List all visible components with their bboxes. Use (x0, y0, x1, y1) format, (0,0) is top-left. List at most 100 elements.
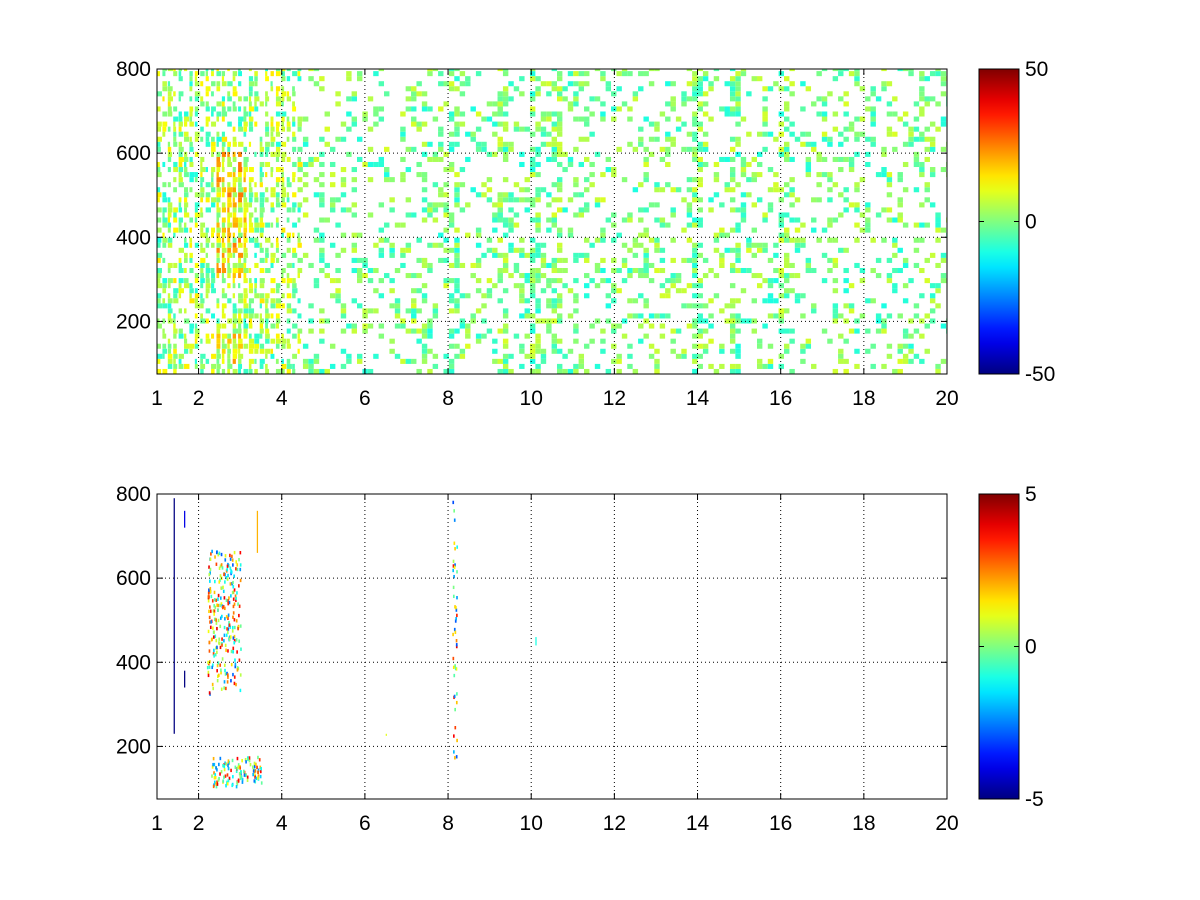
heatmap-cell (240, 772, 242, 776)
heatmap-cell (452, 632, 454, 637)
heatmap-cell (162, 71, 166, 77)
heatmap-cell (340, 167, 347, 173)
heatmap-cell (454, 707, 456, 712)
heatmap-cell (551, 318, 557, 324)
heatmap-cell (681, 197, 687, 203)
heatmap-cell (378, 106, 385, 112)
heatmap-cell (919, 136, 925, 142)
heatmap-cell (194, 278, 199, 284)
heatmap-cell (913, 101, 920, 107)
heatmap-cell (940, 121, 947, 127)
heatmap-cell (551, 343, 557, 349)
heatmap-cell (454, 86, 460, 92)
heatmap-cell (594, 237, 601, 243)
heatmap-cell (881, 363, 887, 369)
heatmap-cell (233, 634, 236, 639)
heatmap-cell (584, 252, 590, 258)
heatmap-cell (919, 237, 925, 243)
heatmap-cell (708, 81, 714, 87)
heatmap-cell (551, 288, 557, 294)
heatmap-cell (211, 141, 216, 147)
heatmap-cell (243, 252, 248, 258)
heatmap-cell (692, 343, 698, 349)
heatmap-cell (919, 333, 925, 339)
heatmap-cell (740, 116, 747, 122)
heatmap-cell (308, 156, 314, 162)
heatmap-cell (167, 298, 173, 304)
heatmap-cell (697, 126, 703, 132)
heatmap-cell (567, 71, 574, 77)
heatmap-cell (211, 599, 214, 603)
heatmap-cell (239, 567, 242, 572)
heatmap-cell (209, 589, 212, 594)
heatmap-cell (502, 141, 509, 147)
heatmap-cell (275, 71, 281, 77)
heatmap-cell (724, 232, 730, 238)
heatmap-cell (178, 151, 183, 157)
heatmap-cell (208, 649, 211, 653)
heatmap-cell (697, 101, 703, 107)
heatmap-cell (221, 605, 224, 610)
heatmap-cell (265, 111, 269, 117)
heatmap-cell (167, 262, 173, 268)
heatmap-cell (248, 121, 253, 127)
heatmap-cell (502, 197, 509, 203)
heatmap-cell (232, 192, 238, 198)
heatmap-cell (670, 273, 676, 279)
heatmap-cell (216, 358, 220, 364)
heatmap-cell (519, 288, 525, 294)
heatmap-cell (236, 563, 239, 567)
heatmap-cell (211, 313, 216, 319)
heatmap-cell (194, 207, 198, 213)
heatmap-cell (173, 106, 178, 112)
heatmap-cell (231, 758, 234, 763)
heatmap-cell (259, 227, 264, 233)
heatmap-cell (929, 121, 936, 127)
heatmap-cell (502, 313, 509, 319)
heatmap-cell (281, 151, 287, 157)
heatmap-cell (611, 328, 617, 334)
heatmap-cell (243, 318, 247, 324)
heatmap-cell (529, 146, 536, 152)
heatmap-cell (221, 161, 225, 168)
heatmap-cell (253, 770, 256, 774)
heatmap-cell (621, 333, 628, 339)
heatmap-cell (497, 278, 503, 284)
heatmap-cell (578, 192, 585, 198)
heatmap-mark (256, 510, 259, 553)
heatmap-cell (497, 69, 503, 72)
heatmap-cell (238, 69, 241, 72)
heatmap-cell (245, 760, 247, 764)
heatmap-cell (189, 76, 193, 82)
heatmap-cell (892, 288, 898, 294)
heatmap-cell (778, 146, 785, 152)
heatmap-cell (259, 207, 265, 213)
heatmap-cell (421, 151, 428, 157)
heatmap-cell (708, 197, 714, 203)
heatmap-cell (340, 313, 347, 319)
heatmap-cell (216, 217, 220, 223)
heatmap-cell (432, 116, 439, 122)
heatmap-cell (713, 192, 720, 198)
heatmap-cell (848, 167, 855, 173)
heatmap-cell (719, 363, 725, 369)
heatmap-cell (821, 227, 828, 233)
heatmap-cell (346, 207, 352, 213)
heatmap-cell (189, 348, 193, 354)
heatmap-cell (313, 237, 320, 243)
heatmap-cell (162, 237, 168, 243)
heatmap-cell (265, 363, 268, 369)
heatmap-cell (319, 76, 325, 82)
heatmap-cell (270, 172, 273, 178)
heatmap-cell (189, 187, 193, 193)
heatmap-cell (519, 187, 525, 193)
heatmap-cell (881, 81, 887, 87)
heatmap-cell (654, 182, 660, 188)
heatmap-cell (573, 101, 579, 107)
heatmap-cell (221, 323, 227, 329)
heatmap-cell (281, 177, 285, 183)
heatmap-cell (535, 267, 541, 274)
heatmap-cell (221, 637, 223, 641)
heatmap-cell (356, 358, 363, 364)
heatmap-cell (567, 197, 574, 203)
